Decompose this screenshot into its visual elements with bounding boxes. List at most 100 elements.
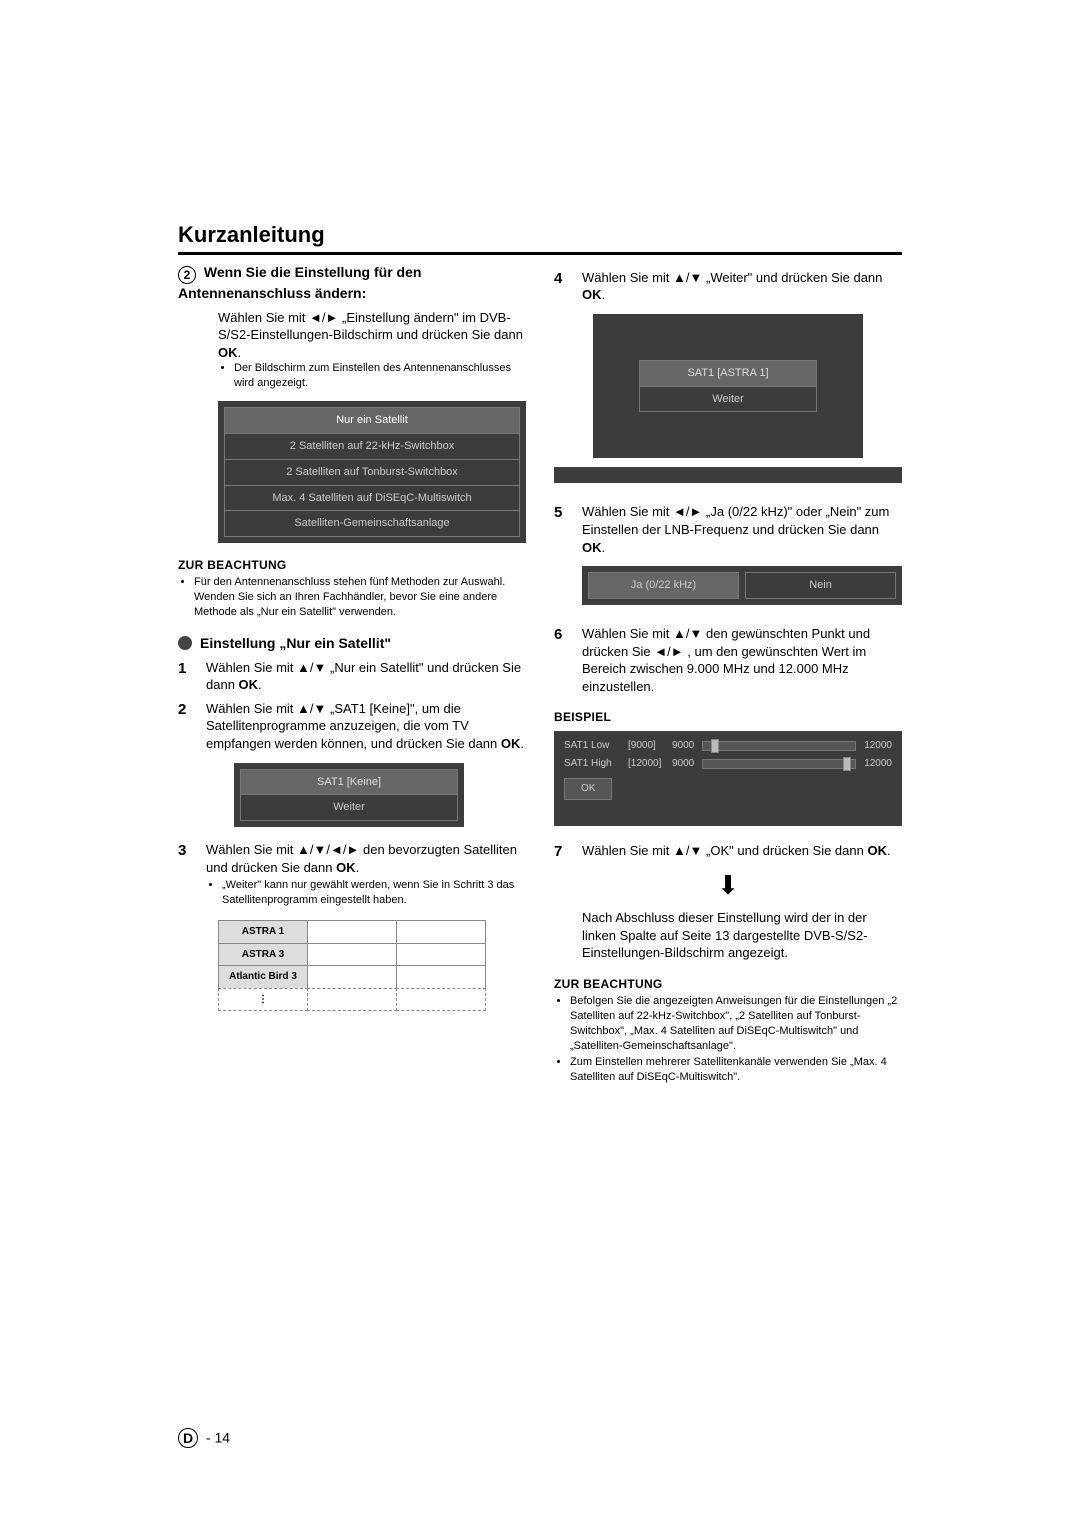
intro-part-2: . [238,345,242,360]
satellite-empty-cell [307,988,397,1012]
zb-right-note-0: Befolgen Sie die angezeigten Anweisungen… [570,994,902,1053]
page-number: D - 14 [178,1428,230,1448]
satellite-row[interactable]: Atlantic Bird 3 [218,965,526,988]
step2-ok: OK [501,736,521,751]
slider-max: 12000 [864,739,892,753]
intro-part-0: Wählen Sie mit [218,310,309,325]
example-ok-button[interactable]: OK [564,778,612,800]
step-4: 4 Wählen Sie mit ▲/▼ „Weiter" und drücke… [554,269,902,304]
step6-pre: Wählen Sie mit [582,626,673,641]
step-1: 1 Wählen Sie mit ▲/▼ „Nur ein Satellit" … [178,659,526,694]
satellite-more-icon: ⋮ [218,988,308,1012]
slider-row[interactable]: SAT1 High[12000]900012000 [564,757,892,771]
satellite-row[interactable]: ASTRA 1 [218,920,526,943]
antenna-menu: Nur ein Satellit2 Satelliten auf 22-kHz-… [218,401,526,543]
box2-row-1[interactable]: Weiter [240,795,458,821]
zb-left-note: Für den Antennenanschluss stehen fünf Me… [194,575,526,620]
updown-arrow-icon: ▲/▼ [297,701,326,716]
zur-beachtung-label-left: ZUR BEACHTUNG [178,557,526,573]
slider-track[interactable] [702,741,856,751]
slider-knob[interactable] [711,739,719,753]
beispiel-label: BEISPIEL [554,709,902,725]
step4-pre: Wählen Sie mit [582,270,673,285]
satellite-name-cell: ASTRA 3 [218,943,308,967]
option-no[interactable]: Nein [745,572,896,599]
satellite-empty-cell [396,920,486,944]
antenna-menu-row[interactable]: Max. 4 Satelliten auf DiSEqC-Multiswitch [224,486,520,512]
satellite-empty-cell [307,943,397,967]
zur-beachtung-label-right: ZUR BEACHTUNG [554,976,902,992]
step-5-num: 5 [554,503,582,556]
after-arrow-text: Nach Abschluss dieser Einstellung wird d… [582,909,902,962]
box4-row-1[interactable]: Weiter [639,387,817,413]
step7-ok: OK [867,843,887,858]
step-5: 5 Wählen Sie mit ◄/► „Ja (0/22 kHz)" ode… [554,503,902,556]
step7-post: „OK" und drücken Sie dann [706,843,867,858]
satellite-name-cell: Atlantic Bird 3 [218,965,308,989]
zb-left-list: Für den Antennenanschluss stehen fünf Me… [178,575,526,620]
right-column: 4 Wählen Sie mit ▲/▼ „Weiter" und drücke… [554,263,902,1087]
antenna-menu-row[interactable]: 2 Satelliten auf 22-kHz-Switchbox [224,434,520,460]
option-yes[interactable]: Ja (0/22 kHz) [588,572,739,599]
step-1-num: 1 [178,659,206,694]
step-4-num: 4 [554,269,582,304]
step3-pre: Wählen Sie mit [206,842,297,857]
step5-pre: Wählen Sie mit [582,504,673,519]
satellite-empty-cell [307,920,397,944]
box2-row-0[interactable]: SAT1 [Keine] [240,769,458,796]
step4-post: „Weiter" und drücken Sie dann [706,270,882,285]
satellite-row[interactable]: ASTRA 3 [218,943,526,966]
slider-bracket: [12000] [628,757,672,771]
zb-right-note-1: Zum Einstellen mehrerer Satellitenkanäle… [570,1055,902,1085]
title-rule [178,252,902,255]
sat1-astra1-box: SAT1 [ASTRA 1] Weiter [633,354,823,419]
step7-pre: Wählen Sie mit [582,843,673,858]
intro-note: Der Bildschirm zum Einstellen des Antenn… [234,361,526,391]
page-num-value: 14 [214,1430,230,1446]
step3-note: „Weiter" kann nur gewählt werden, wenn S… [222,878,526,908]
slider-bracket: [9000] [628,739,672,753]
leftright-arrow-icon: ◄/► [673,504,702,519]
updown-arrow-icon: ▲/▼ [673,626,702,641]
box4-row-0[interactable]: SAT1 [ASTRA 1] [639,360,817,387]
sat1-keine-box: SAT1 [Keine] Weiter [234,763,464,828]
intro-ok: OK [218,345,238,360]
intro-note-list: Der Bildschirm zum Einstellen des Antenn… [218,361,526,391]
satellite-name-cell: ASTRA 1 [218,920,308,944]
step-7-num: 7 [554,842,582,862]
circled-2-icon: 2 [178,266,196,284]
slider-min: 9000 [672,757,694,771]
step3-ok: OK [336,860,356,875]
step-3-num: 3 [178,841,206,910]
antenna-menu-row[interactable]: Nur ein Satellit [224,407,520,434]
step-2-num: 2 [178,700,206,753]
dot-icon [178,636,192,650]
zb-right-list: Befolgen Sie die angezeigten Anweisungen… [554,994,902,1085]
slider-row[interactable]: SAT1 Low[9000]900012000 [564,739,892,753]
left-column: 2 Wenn Sie die Einstellung für den Anten… [178,263,526,1087]
satellite-empty-cell [396,965,486,989]
updown-arrow-icon: ▲/▼ [673,270,702,285]
dot-heading-text: Einstellung „Nur ein Satellit" [200,634,391,653]
page-title: Kurzanleitung [178,220,902,250]
step1-ok: OK [239,677,259,692]
antenna-menu-row[interactable]: Satelliten-Gemeinschaftsanlage [224,511,520,537]
antenna-menu-row[interactable]: 2 Satelliten auf Tonburst-Switchbox [224,460,520,486]
slider-example-box: SAT1 Low[9000]900012000SAT1 High[12000]9… [554,731,902,826]
slider-track[interactable] [702,759,856,769]
left-heading: 2 Wenn Sie die Einstellung für den Anten… [178,263,526,303]
step-3: 3 Wählen Sie mit ▲/▼/◄/► den bevorzugten… [178,841,526,910]
down-arrow-icon: ⬇ [554,868,902,903]
slider-label: SAT1 Low [564,739,628,753]
step2-pre: Wählen Sie mit [206,701,297,716]
left-heading-text: Wenn Sie die Einstellung für den Antenne… [178,264,421,301]
step-6-num: 6 [554,625,582,695]
updown-arrow-icon: ▲/▼ [297,660,326,675]
updown-leftright-arrow-icon: ▲/▼/◄/► [297,842,359,857]
step5-ok: OK [582,540,602,555]
left-intro: Wählen Sie mit ◄/► „Einstellung ändern" … [218,309,526,362]
slider-knob[interactable] [843,757,851,771]
page-letter-icon: D [178,1428,198,1448]
leftright-arrow-icon: ◄/► [654,644,683,659]
satellite-empty-cell [396,943,486,967]
